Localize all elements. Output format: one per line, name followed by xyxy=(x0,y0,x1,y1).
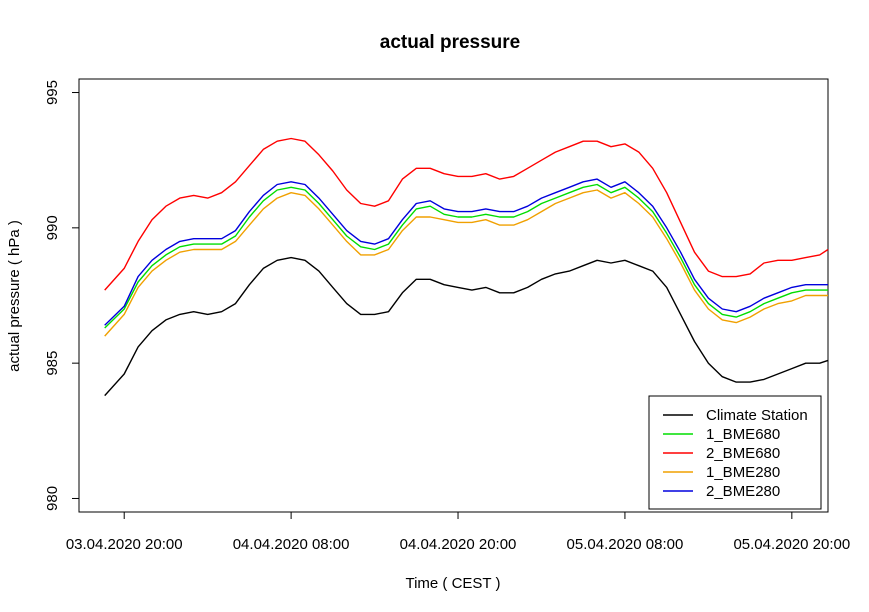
y-tick-label: 995 xyxy=(44,80,61,105)
series-layer xyxy=(104,137,829,397)
legend-entry-label: 1_BME280 xyxy=(706,464,780,481)
legend-entry-label: 2_BME280 xyxy=(706,483,780,500)
series-line-1-bme680 xyxy=(104,183,828,329)
x-axis-label: Time ( CEST ) xyxy=(405,575,500,592)
x-axis: 03.04.2020 20:00 04.04.2020 08:00 04.04.20… xyxy=(66,512,850,553)
y-axis-label: actual pressure ( hPa ) xyxy=(6,220,23,372)
chart-title: actual pressure xyxy=(380,32,520,53)
legend-entry-label: Climate Station xyxy=(706,407,808,424)
series-line-2-bme680 xyxy=(104,137,829,291)
x-tick-label: 04.04.2020 08:00 xyxy=(233,536,350,553)
y-axis: 980 985 990 995 xyxy=(44,80,80,511)
series-line-climate-station xyxy=(104,256,829,397)
y-tick-label: 980 xyxy=(44,486,61,511)
legend-entry-label: 2_BME680 xyxy=(706,445,780,462)
y-tick-label: 985 xyxy=(44,351,61,376)
legend-entry-label: 1_BME680 xyxy=(706,426,780,443)
x-tick-label: 05.04.2020 08:00 xyxy=(567,536,684,553)
x-tick-label: 04.04.2020 20:00 xyxy=(400,536,517,553)
series-line-1-bme280 xyxy=(104,189,828,337)
y-tick-label: 990 xyxy=(44,215,61,240)
legend: Climate Station 1_BME680 2_BME680 1_BME280 2… xyxy=(648,395,822,510)
series-line-2-bme280 xyxy=(104,178,828,326)
x-tick-label: 05.04.2020 20:00 xyxy=(733,536,850,553)
x-tick-label: 03.04.2020 20:00 xyxy=(66,536,183,553)
